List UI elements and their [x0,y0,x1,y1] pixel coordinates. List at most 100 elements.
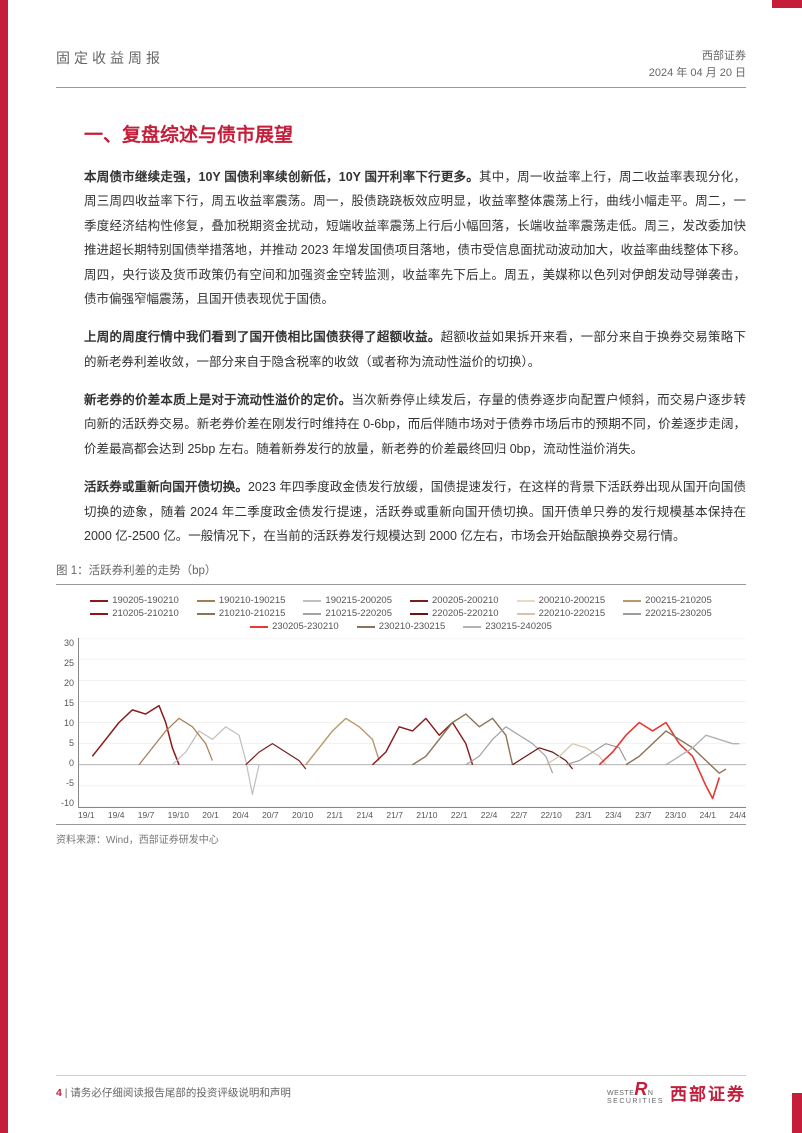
x-tick: 24/1 [699,810,716,820]
x-tick: 19/4 [108,810,125,820]
x-tick: 19/10 [168,810,189,820]
page-footer: 4 | 请务必仔细阅读报告尾部的投资评级说明和声明 WESTERN SECURI… [56,1075,746,1105]
x-tick: 20/1 [202,810,219,820]
logo-en: WESTERN [607,1080,664,1098]
y-tick: 25 [56,658,74,668]
legend-swatch [90,613,108,616]
legend-label: 220205-220210 [432,608,499,619]
y-tick: 10 [56,718,74,728]
x-tick: 19/1 [78,810,95,820]
bull-icon: R [634,1079,648,1099]
logo-block: WESTERN SECURITIES [607,1080,664,1105]
legend-item: 210210-210215 [197,608,286,619]
legend-item: 230210-230215 [357,621,446,632]
legend-item: 210205-210210 [90,608,179,619]
legend-item: 200210-200215 [517,595,606,606]
legend-label: 210210-210215 [219,608,286,619]
page-header: 固定收益周报 西部证券 2024 年 04 月 20 日 [56,48,746,88]
x-tick: 20/7 [262,810,279,820]
x-tick: 21/7 [386,810,403,820]
legend-label: 230210-230215 [379,621,446,632]
legend-item: 190215-200205 [303,595,392,606]
legend-swatch [463,626,481,629]
y-tick: 5 [56,738,74,748]
legend-swatch [90,600,108,603]
x-axis: 19/1 19/4 19/7 19/10 20/1 20/4 20/7 20/10 21/1 21… [56,808,746,820]
legend-label: 230205-230210 [272,621,339,632]
chart-source: 资料来源：Wind，西部证券研发中心 [56,831,746,846]
x-tick: 22/1 [451,810,468,820]
y-tick: 15 [56,698,74,708]
footer-disclaimer: 请务必仔细阅读报告尾部的投资评级说明和声明 [70,1087,291,1099]
paragraph: 上周的周度行情中我们看到了国开债相比国债获得了超额收益。超额收益如果拆开来看，一… [84,325,746,374]
logo-cn: 西部证券 [670,1080,746,1105]
org-name: 西部证券 [649,48,746,65]
x-tick: 19/7 [138,810,155,820]
legend-label: 200210-200215 [539,595,606,606]
legend-swatch [303,600,321,603]
x-tick: 23/4 [605,810,622,820]
legend-label: 220210-220215 [539,608,606,619]
y-tick: 0 [56,758,74,768]
legend-item: 190210-190215 [197,595,286,606]
legend-swatch [250,626,268,629]
legend-label: 210205-210210 [112,608,179,619]
page: 固定收益周报 西部证券 2024 年 04 月 20 日 一、复盘综述与债市展望… [0,0,802,1133]
para-bold: 上周的周度行情中我们看到了国开债相比国债获得了超额收益。 [84,330,441,344]
legend-item: 230215-240205 [463,621,552,632]
report-date: 2024 年 04 月 20 日 [649,65,746,82]
legend-swatch [303,613,321,616]
para-bold: 新老券的价差本质上是对于流动性溢价的定价。 [84,393,351,407]
report-type: 固定收益周报 [56,48,164,68]
section-title: 一、复盘综述与债市展望 [84,120,746,147]
legend-item: 220215-230205 [623,608,712,619]
legend-label: 190215-200205 [325,595,392,606]
bottom-right-accent [792,1093,802,1133]
chart-caption: 图 1：活跃券利差的走势（bp） [56,562,746,578]
paragraph: 活跃券或重新向国开债切换。2023 年四季度政金债发行放缓，国债提速发行，在这样… [84,475,746,548]
x-tick: 24/4 [729,810,746,820]
para-bold: 活跃券或重新向国开债切换。 [84,480,248,494]
legend-item: 220205-220210 [410,608,499,619]
legend-swatch [197,600,215,603]
paragraph: 新老券的价差本质上是对于流动性溢价的定价。当次新券停止续发后，存量的债券逐步向配… [84,388,746,461]
left-accent-bar [0,0,8,1133]
legend-item: 220210-220215 [517,608,606,619]
x-tick: 22/7 [511,810,528,820]
paragraph: 本周债市继续走强，10Y 国债利率续创新低，10Y 国开利率下行更多。其中，周一… [84,165,746,311]
page-number: 4 [56,1087,62,1099]
legend-item: 200215-210205 [623,595,712,606]
legend-label: 200205-200210 [432,595,499,606]
plot-area [78,638,746,808]
legend-label: 210215-220205 [325,608,392,619]
legend-swatch [623,600,641,603]
footer-left: 4 | 请务必仔细阅读报告尾部的投资评级说明和声明 [56,1085,291,1100]
x-tick: 22/10 [541,810,562,820]
x-tick: 20/4 [232,810,249,820]
legend-label: 200215-210205 [645,595,712,606]
footer-logo: WESTERN SECURITIES 西部证券 [607,1080,746,1105]
logo-en-sub: SECURITIES [607,1098,664,1105]
legend-label: 190210-190215 [219,595,286,606]
chart-container: 190205-190210190210-190215190215-2002052… [56,584,746,825]
legend-label: 220215-230205 [645,608,712,619]
legend-item: 200205-200210 [410,595,499,606]
chart-legend: 190205-190210190210-190215190215-2002052… [56,593,746,638]
legend-swatch [410,613,428,616]
legend-swatch [517,600,535,603]
para-bold: 本周债市继续走强，10Y 国债利率续创新低，10Y 国开利率下行更多。 [84,170,479,184]
x-tick: 21/1 [327,810,344,820]
x-tick: 20/10 [292,810,313,820]
legend-item: 210215-220205 [303,608,392,619]
top-right-accent [772,0,802,8]
y-tick: -10 [56,798,74,808]
x-tick: 23/7 [635,810,652,820]
y-tick: 20 [56,678,74,688]
legend-swatch [197,613,215,616]
legend-label: 230215-240205 [485,621,552,632]
body-text: 本周债市继续走强，10Y 国债利率续创新低，10Y 国开利率下行更多。其中，周一… [84,165,746,548]
legend-swatch [623,613,641,616]
legend-item: 230205-230210 [250,621,339,632]
y-axis: 302520151050-5-10 [56,638,78,808]
y-tick: 30 [56,638,74,648]
